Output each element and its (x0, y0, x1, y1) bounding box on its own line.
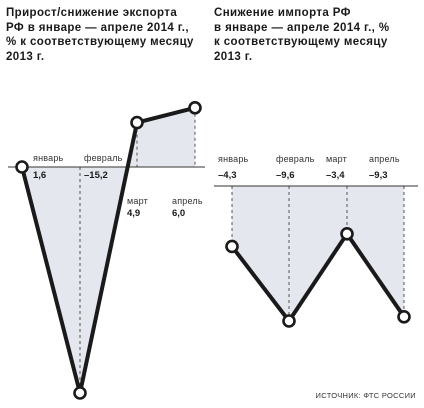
import-value-label: –9,3 (369, 170, 388, 181)
export-chart-title: Прирост/снижение экспорта РФ в январе — … (6, 7, 194, 63)
import-data-point (340, 227, 354, 241)
export-month-label: январь (33, 153, 64, 163)
import-data-point (225, 239, 239, 254)
import-month-label: январь (218, 154, 249, 164)
export-value-label: 6,0 (172, 208, 185, 219)
import-chart: январь –4,3 февраль –9,6 март –3,4 апрель –9,3 (214, 154, 418, 328)
import-value-label: –9,6 (276, 170, 295, 181)
import-series-line (230, 231, 406, 323)
import-data-point (397, 309, 411, 324)
import-chart-title: Снижение импорта РФ в январе — апреле 20… (214, 7, 390, 63)
export-month-label: февраль (84, 153, 123, 163)
import-month-label: март (326, 154, 347, 164)
export-month-label: апрель (172, 196, 203, 206)
export-data-point (130, 115, 144, 130)
import-data-point (282, 314, 296, 328)
export-value-label: 1,6 (33, 170, 46, 181)
export-data-point (188, 101, 202, 115)
import-value-label: –3,4 (326, 170, 345, 181)
export-value-label: 4,9 (127, 208, 140, 219)
import-month-label: апрель (369, 154, 400, 164)
import-value-label: –4,3 (218, 170, 237, 181)
export-data-point (15, 160, 29, 174)
import-area-fill (232, 186, 404, 321)
export-data-point (73, 386, 87, 400)
source-note: ИСТОЧНИК: ФТС РОССИИ (315, 391, 416, 400)
export-series-line (20, 105, 196, 395)
export-value-label: –15,2 (84, 170, 108, 181)
export-month-label: март (127, 196, 148, 206)
export-chart: январь 1,6 февраль –15,2 март 4,9 апрель 6,0 (8, 101, 205, 400)
import-month-label: февраль (276, 154, 315, 164)
